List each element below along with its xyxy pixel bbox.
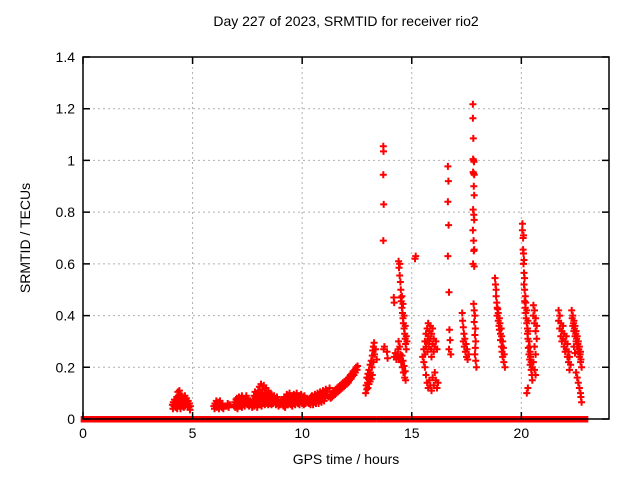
- y-tick-label: 1.4: [56, 49, 76, 65]
- y-tick-label: 1.2: [56, 101, 76, 117]
- x-tick-label: 10: [294, 425, 310, 441]
- x-axis-label: GPS time / hours: [292, 451, 400, 467]
- y-tick-label: 0.8: [56, 204, 76, 220]
- x-tick-label: 0: [79, 425, 87, 441]
- plot-border: [82, 56, 610, 420]
- x-tick-label: 15: [404, 425, 420, 441]
- x-tick-label: 20: [514, 425, 530, 441]
- y-tick-label: 0.2: [56, 359, 76, 375]
- axis-ticks: [82, 56, 609, 420]
- chart-title: Day 227 of 2023, SRMTID for receiver rio…: [213, 13, 479, 29]
- y-tick-label: 0.4: [56, 308, 76, 324]
- y-tick-label: 1: [67, 152, 75, 168]
- y-tick-label: 0.6: [56, 256, 76, 272]
- y-tick-label: 0: [67, 411, 75, 427]
- scatter-points: [168, 100, 586, 414]
- x-tick-label: 5: [189, 425, 197, 441]
